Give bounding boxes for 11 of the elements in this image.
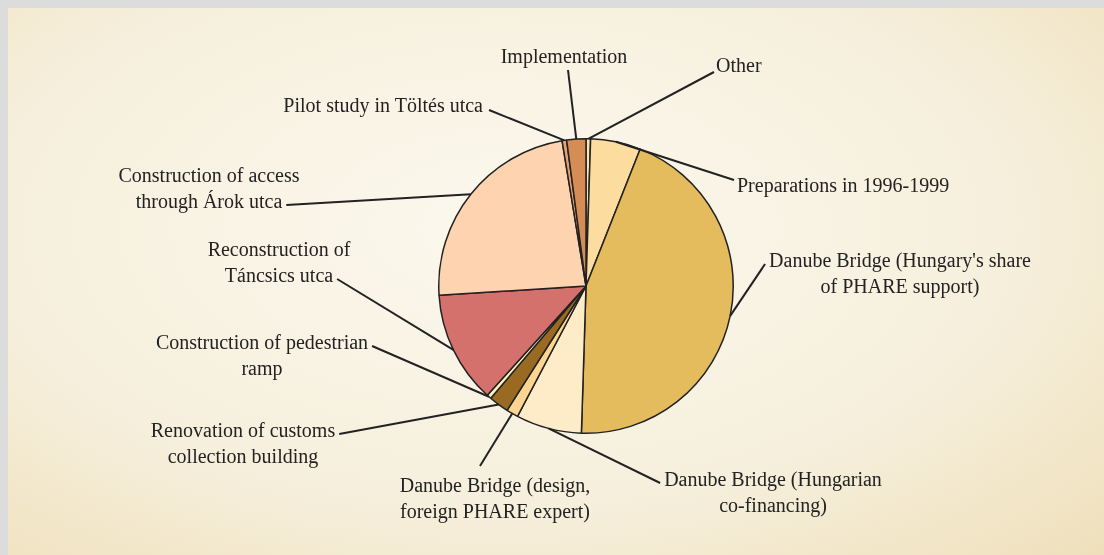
slice-label: Danube Bridge (Hungarian co-financing) [664,468,882,518]
slice-label: Preparations in 1996-1999 [737,174,950,198]
slice-label: Other [716,54,762,77]
slice-label: Pilot study in Töltés utca [283,94,484,118]
slice-label: Renovation of customs collection building [150,419,336,469]
slice-label: Danube Bridge (design, foreign PHARE expert) [399,474,591,524]
slice-label: Danube Bridge (Hungary's share of PHARE support) [769,249,1032,299]
slice-label: Implementation [500,45,628,69]
slice-label: Construction of pedestrian ramp [155,331,369,381]
slice-label: Reconstruction of Táncsics utca [207,238,351,287]
slice-label: Construction of access through Árok utca [118,164,300,214]
